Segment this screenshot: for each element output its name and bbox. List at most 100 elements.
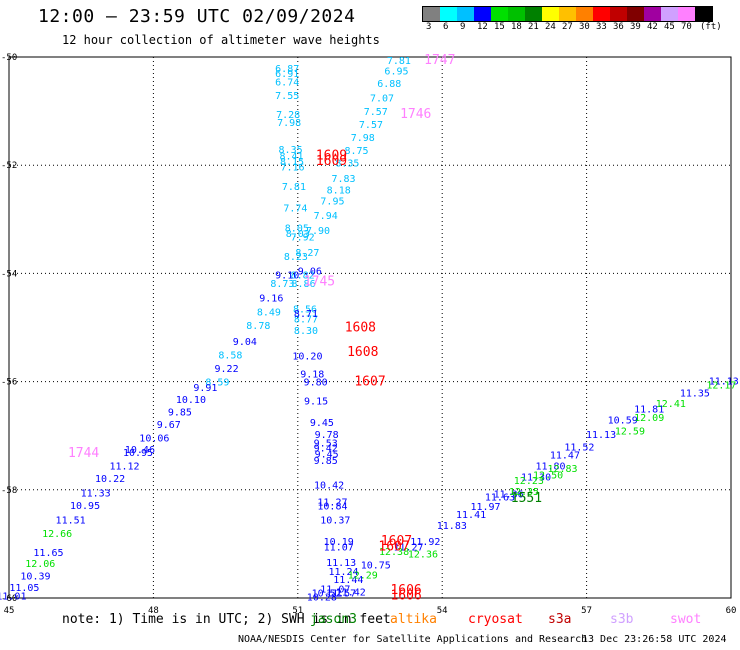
wave-height-label: 12.59 <box>615 426 645 437</box>
wave-height-label: 8.78 <box>246 321 270 332</box>
wave-height-label: 9.45 <box>315 450 339 461</box>
wave-height-label: 8.35 <box>279 145 303 156</box>
wave-height-label: 7.07 <box>370 94 394 105</box>
wave-height-label: 12.23 <box>514 476 544 487</box>
footer-timestamp: 13 Dec 23:26:58 UTC 2024 <box>582 634 727 645</box>
color-swatch <box>423 7 440 21</box>
chart-title: 12:00 – 23:59 UTC 02/09/2024 <box>38 6 356 27</box>
satellite-legend-jason3: jason3 <box>310 612 357 627</box>
wave-height-label: 8.27 <box>295 248 319 259</box>
pass-time-label: 1551 <box>511 491 542 506</box>
wave-height-label: 12.50 <box>533 471 563 482</box>
pass-time-label: 1746 <box>400 107 431 122</box>
wave-height-label: 8.23 <box>284 252 308 263</box>
wave-height-label: 7.57 <box>364 107 388 118</box>
wave-height-label: 7.92 <box>291 233 315 244</box>
wave-height-label: 12.83 <box>547 464 577 475</box>
wave-height-label: 10.28 <box>307 592 337 603</box>
x-tick-label: 51 <box>292 606 303 616</box>
wave-height-label: 9.45 <box>310 418 334 429</box>
wave-height-label: 9.42 <box>314 444 338 455</box>
wave-height-label: 11.47 <box>550 451 580 462</box>
wave-height-label: 10.75 <box>361 560 391 571</box>
wave-height-label: 11.35 <box>680 388 710 399</box>
wave-height-label: 12.09 <box>634 413 664 424</box>
color-scale-label: 36 <box>613 22 624 32</box>
wave-height-label: 11.33 <box>81 489 111 500</box>
wave-height-label: 8.03 <box>286 229 310 240</box>
wave-height-label: 7.28 <box>276 110 300 121</box>
wave-height-label: 9.15 <box>304 397 328 408</box>
wave-height-label: 11.07 <box>320 584 350 595</box>
wave-height-label: 9.91 <box>193 383 217 394</box>
wave-height-label: 11.24 <box>328 567 358 578</box>
wave-height-label: 12.17 <box>706 380 736 391</box>
color-scale-label: 33 <box>596 22 607 32</box>
wave-height-label: 11.01 <box>0 591 26 602</box>
x-tick-label: 45 <box>4 606 15 616</box>
wave-height-label: 12.36 <box>408 550 438 561</box>
chart-subtitle: 12 hour collection of altimeter wave hei… <box>62 33 380 47</box>
note-row: note: 1) Time is in UTC; 2) SWH is in fe… <box>62 612 391 627</box>
wave-height-label: 11.57 <box>326 589 356 600</box>
color-scale-label: 70 <box>681 22 692 32</box>
color-swatch <box>576 7 593 21</box>
wave-height-label: 9.80 <box>304 378 328 389</box>
wave-height-label: 8.30 <box>294 326 318 337</box>
wave-height-label: 11.81 <box>634 405 664 416</box>
wave-height-label: 12.41 <box>656 399 686 410</box>
wave-height-label: 8.73 <box>270 279 294 290</box>
color-scale-label: 24 <box>545 22 556 32</box>
color-scale-label: 27 <box>562 22 573 32</box>
wave-height-label: 9.85 <box>314 456 338 467</box>
color-scale-label: 18 <box>511 22 522 32</box>
color-scale-bar <box>422 6 713 22</box>
pass-time-label: 1609 <box>316 148 347 163</box>
color-scale-label: 42 <box>647 22 658 32</box>
wave-height-label: 10.19 <box>324 537 354 548</box>
wave-height-label: 11.52 <box>564 443 594 454</box>
wave-height-label: 8.56 <box>293 305 317 316</box>
wave-height-label: 8.18 <box>327 186 351 197</box>
wave-height-label: 6.91 <box>275 69 299 80</box>
color-scale-label: 12 <box>477 22 488 32</box>
wave-height-label: 11.13 <box>709 377 739 388</box>
wave-height-label: 6.88 <box>377 79 401 90</box>
wave-height-label: 11.36 <box>494 490 524 501</box>
wave-height-label: 9.18 <box>300 369 324 380</box>
wave-height-label: 10.84 <box>317 501 347 512</box>
color-swatch <box>627 7 644 21</box>
wave-height-label: 11.27 <box>393 543 423 554</box>
wave-height-label: 8.71 <box>294 309 318 320</box>
satellite-legend-s3a: s3a <box>548 612 572 627</box>
color-scale-label: 30 <box>579 22 590 32</box>
color-swatch <box>678 7 695 21</box>
wave-height-label: 11.27 <box>317 498 347 509</box>
note-text: note: 1) Time is in UTC; 2) SWH is in fe… <box>62 612 391 627</box>
wave-height-label: 10.20 <box>292 352 322 363</box>
color-swatch <box>440 7 457 21</box>
wave-height-label: 8.15 <box>280 157 304 168</box>
wave-height-label: 11.51 <box>56 516 86 527</box>
color-scale-label: 15 <box>494 22 505 32</box>
x-tick-label: 48 <box>148 606 159 616</box>
wave-height-label: 10.52 <box>312 589 342 600</box>
wave-height-label: 11.80 <box>535 461 565 472</box>
color-swatch <box>610 7 627 21</box>
wave-height-label: 12.66 <box>42 529 72 540</box>
wave-height-label: 9.16 <box>259 294 283 305</box>
wave-height-label: 10.22 <box>95 474 125 485</box>
wave-height-label: 10.37 <box>320 516 350 527</box>
wave-height-label: 8.59 <box>205 378 229 389</box>
color-scale-label: 9 <box>460 22 466 32</box>
y-tick-label: -58 <box>1 486 17 496</box>
wave-height-label: 11.13 <box>586 430 616 441</box>
wave-height-label: 9.04 <box>233 337 257 348</box>
color-swatch <box>491 7 508 21</box>
color-scale-label: 3 <box>426 22 432 32</box>
wave-height-label: 10.46 <box>125 445 155 456</box>
pass-time-label: 1747 <box>424 53 455 68</box>
wave-height-label: 11.44 <box>333 575 363 586</box>
wave-height-label: 11.42 <box>336 588 366 599</box>
